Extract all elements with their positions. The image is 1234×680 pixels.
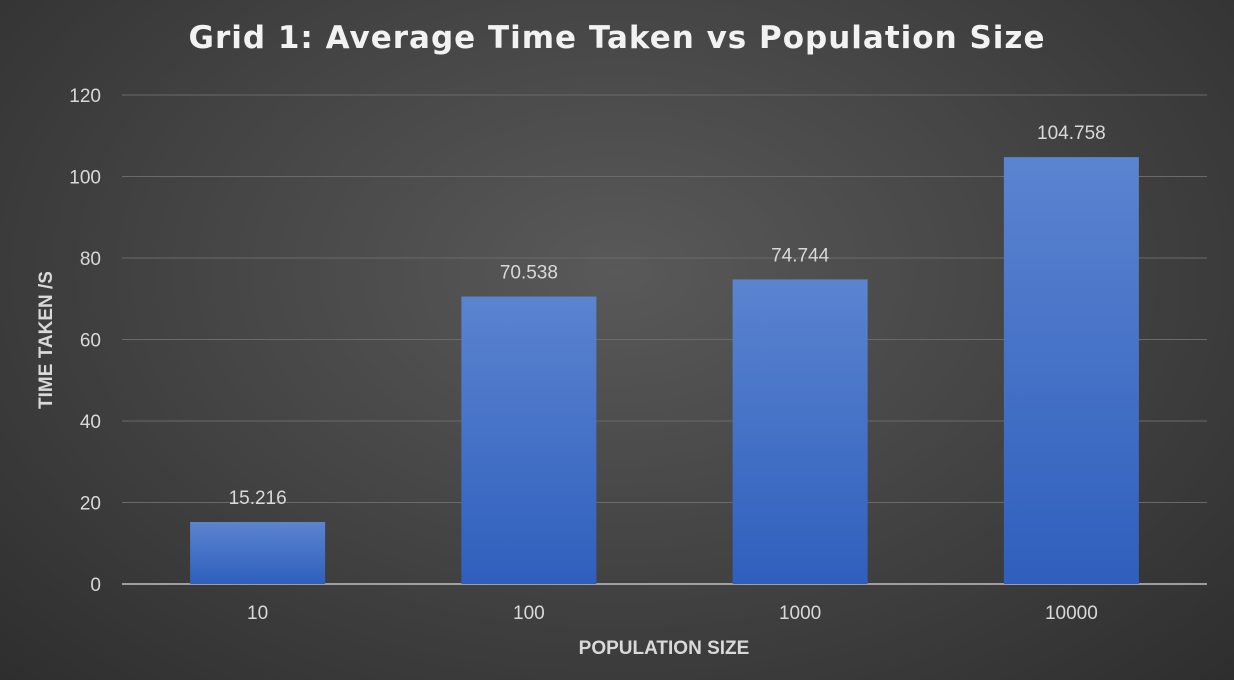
y-tick-label: 80	[80, 249, 101, 270]
y-tick-label: 20	[80, 494, 101, 515]
y-tick-label: 40	[80, 412, 101, 433]
y-tick-label: 120	[69, 86, 101, 107]
x-tick-label: 100	[513, 603, 545, 624]
y-tick-label: 0	[90, 575, 101, 596]
bar	[461, 296, 597, 584]
x-tick-label: 10	[247, 603, 268, 624]
bar	[732, 279, 868, 584]
bars	[190, 157, 1139, 584]
bar	[1003, 157, 1139, 584]
data-label: 74.744	[771, 245, 830, 266]
y-tick-label: 100	[69, 168, 101, 189]
labels: 0 20 40 60 80 100 120 15.216 10 70.538 100 74.744 10…	[69, 86, 1105, 624]
x-tick-label: 1000	[779, 603, 821, 624]
y-tick-label: 60	[80, 331, 101, 352]
bar	[190, 521, 326, 584]
data-label: 15.216	[229, 488, 287, 509]
data-label: 70.538	[500, 263, 558, 284]
x-tick-label: 10000	[1045, 603, 1098, 624]
data-label: 104.758	[1037, 123, 1106, 144]
chart-title: Grid 1: Average Time Taken vs Population…	[188, 20, 1046, 56]
y-axis-title: TIME TAKEN /S	[36, 271, 57, 409]
x-axis-title: POPULATION SIZE	[579, 638, 750, 659]
